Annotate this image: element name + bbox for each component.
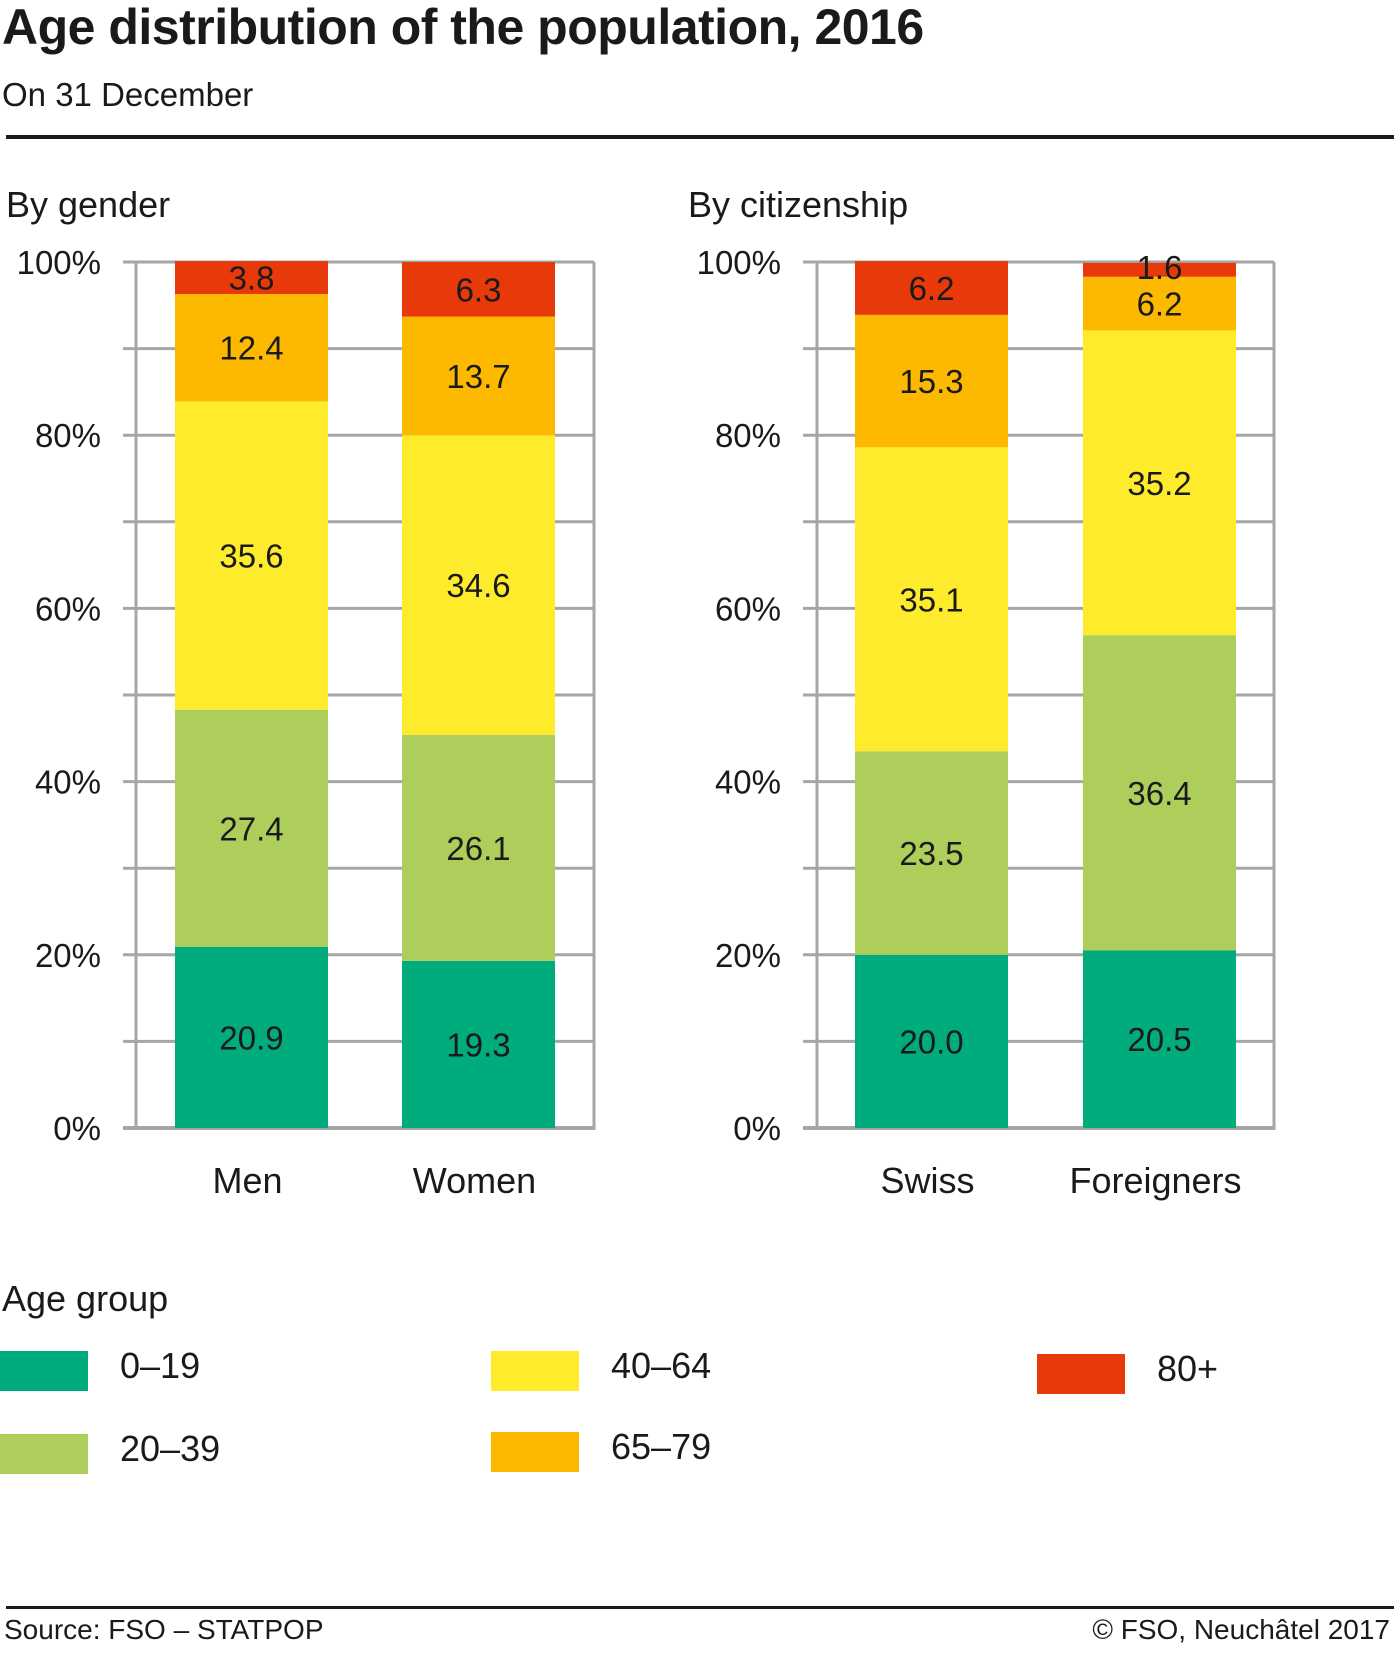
data-label: 6.2 [1137,286,1183,323]
bar-segment [402,262,555,317]
data-label: 12.4 [219,330,283,367]
bar-segment [855,954,1008,1128]
bar-segment [175,261,328,295]
chart-title: Age distribution of the population, 2016 [2,0,924,55]
y-tick-label: 20% [715,937,781,974]
bar-segment [1083,276,1236,331]
legend-swatch [491,1432,579,1472]
bar-segment [855,751,1008,955]
copyright-note: © FSO, Neuchâtel 2017 [1092,1614,1390,1645]
data-label: 20.5 [1127,1021,1191,1058]
data-label: 20.9 [219,1020,283,1057]
bar-segment [175,947,328,1128]
panel-title-gender: By gender [6,184,171,225]
legend-label: 20–39 [120,1428,221,1469]
source-note: Source: FSO – STATPOP [4,1614,324,1645]
bar-segment [402,734,555,961]
data-label: 36.4 [1127,775,1191,812]
x-category-label: Women [413,1160,536,1201]
bar-segment [1083,950,1236,1128]
data-label: 27.4 [219,810,283,847]
y-tick-label: 100% [17,244,101,281]
legend-swatch [1037,1354,1125,1394]
data-label: 1.6 [1137,249,1183,286]
bar-segment [175,709,328,948]
bar-segment [1083,330,1236,636]
bar-segment [1083,262,1236,277]
y-tick-label: 0% [53,1110,101,1147]
stacked-bar-charts: 0% 20% 40% 60% 80% 100% 20.9 27.4 35.6 12.4 3.8 Men… [17,244,1276,1201]
y-tick-label: 40% [715,764,781,801]
data-label: 35.1 [899,581,963,618]
bar-segment [855,314,1008,448]
y-tick-label: 20% [35,937,101,974]
legend-title: Age group [2,1278,169,1319]
x-category-label: Swiss [880,1160,974,1201]
data-label: 19.3 [446,1026,510,1063]
data-label: 13.7 [446,358,510,395]
bar-segment [402,960,555,1128]
y-tick-label: 60% [35,590,101,627]
data-label: 23.5 [899,835,963,872]
bar-segment [855,447,1008,752]
bar-segment [175,401,328,710]
x-category-label: Foreigners [1069,1160,1241,1201]
data-label: 15.3 [899,363,963,400]
data-label: 6.3 [456,271,502,308]
data-label: 3.8 [229,260,275,297]
bar-segment [855,261,1008,315]
y-tick-label: 0% [733,1110,781,1147]
panel-title-citizenship: By citizenship [688,184,909,225]
y-tick-label: 100% [697,244,781,281]
data-label: 6.2 [909,270,955,307]
y-tick-label: 80% [35,417,101,454]
data-label: 35.6 [219,538,283,575]
data-label: 26.1 [446,830,510,867]
legend-label: 40–64 [611,1345,712,1386]
x-category-label: Men [212,1160,282,1201]
bar-segment [1083,635,1236,951]
bar-segment [402,435,555,735]
legend-label: 80+ [1157,1348,1219,1389]
legend-swatch [491,1351,579,1391]
legend-label: 0–19 [120,1345,201,1386]
bar-segment [402,316,555,436]
top-divider [6,135,1394,139]
bar-segment [175,294,328,402]
bottom-divider [6,1606,1394,1609]
data-label: 35.2 [1127,465,1191,502]
data-label: 34.6 [446,567,510,604]
legend-swatch [0,1434,88,1474]
y-tick-label: 40% [35,764,101,801]
legend-swatch [0,1351,88,1391]
y-tick-label: 80% [715,417,781,454]
data-label: 20.0 [899,1023,963,1060]
y-tick-label: 60% [715,590,781,627]
chart-subtitle: On 31 December [2,76,254,113]
legend-label: 65–79 [611,1426,712,1467]
